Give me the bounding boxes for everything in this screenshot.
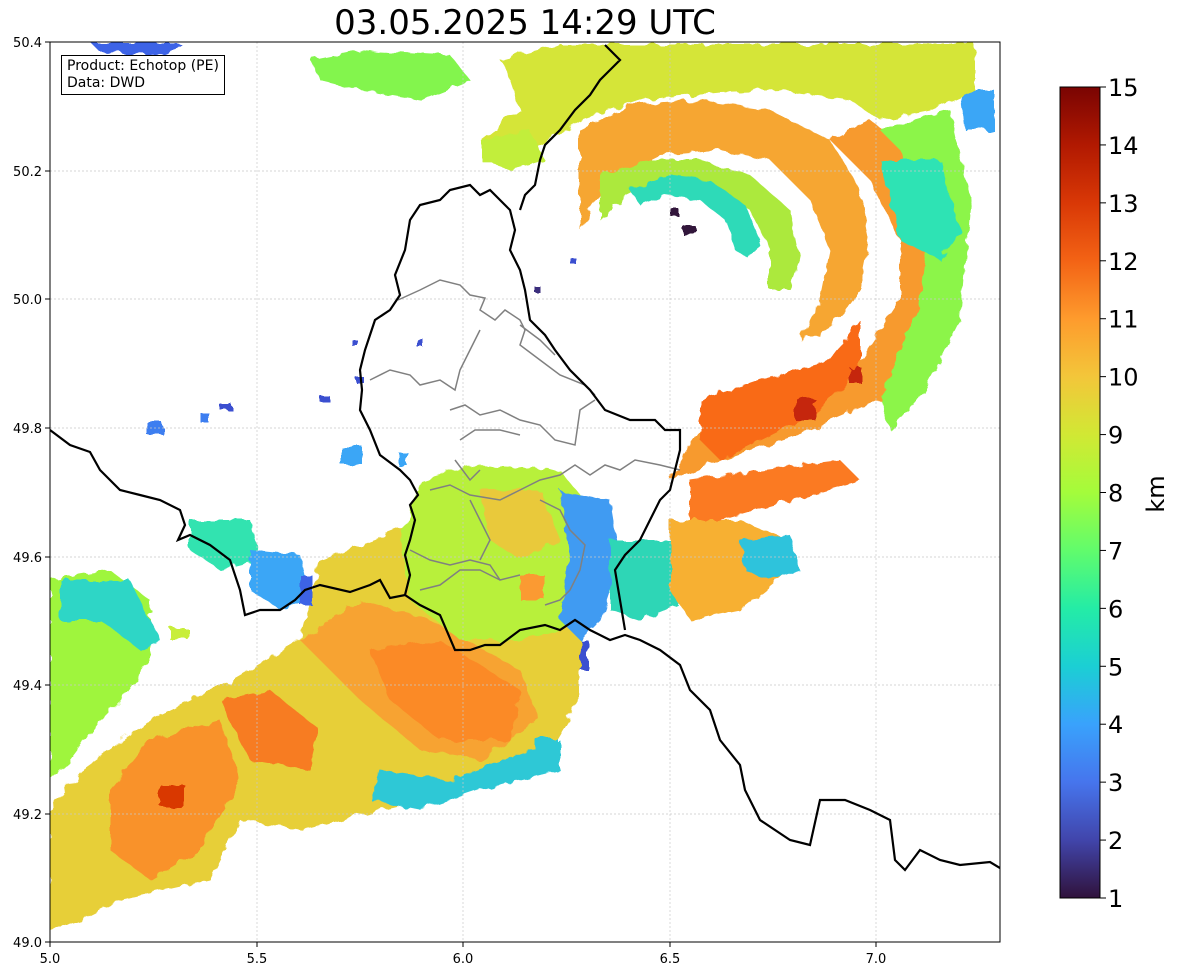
product-label: Product: Echotop (PE) <box>67 58 219 74</box>
colorbar-tick-label: 13 <box>1108 190 1139 218</box>
y-tick-label: 49.8 <box>13 422 42 437</box>
colorbar-tick-label: 7 <box>1108 537 1123 565</box>
axes-frame <box>49 41 1001 943</box>
colorbar-tick-label: 14 <box>1108 132 1139 160</box>
colorbar-tick-label: 8 <box>1108 480 1123 508</box>
internal-region-boundaries <box>369 279 681 606</box>
y-tick-label: 49.4 <box>13 679 42 694</box>
colorbar-tick-label: 6 <box>1108 595 1123 623</box>
y-tick-label: 49.6 <box>13 551 42 566</box>
border-lines <box>50 44 1000 872</box>
y-tick-label: 50.0 <box>13 293 42 308</box>
tick-marks <box>45 41 877 947</box>
colorbar-tick-label: 5 <box>1108 653 1123 681</box>
info-box: Product: Echotop (PE) Data: DWD <box>61 55 225 95</box>
colorbar-tick-label: 15 <box>1108 74 1139 102</box>
x-tick-label: 6.0 <box>453 952 474 967</box>
colorbar-tick-label: 3 <box>1108 769 1123 797</box>
country-border <box>50 44 1000 872</box>
x-tick-label: 5.5 <box>247 952 268 967</box>
colorbar-label: km <box>1142 475 1170 512</box>
echotop-field <box>50 42 1000 942</box>
colorbar-tick-label: 11 <box>1108 306 1139 334</box>
colorbar-tick-label: 10 <box>1108 364 1139 392</box>
y-tick-label: 49.0 <box>13 936 42 951</box>
colorbar-tick-label: 9 <box>1108 422 1123 450</box>
data-source-label: Data: DWD <box>67 75 145 91</box>
colorbar-bar <box>1059 86 1101 899</box>
colorbar-tick-label: 1 <box>1108 885 1123 913</box>
map-title: 03.05.2025 14:29 UTC <box>334 3 716 43</box>
x-tick-label: 6.5 <box>660 952 681 967</box>
colorbar-tick-label: 4 <box>1108 711 1123 739</box>
colorbar-tick-label: 2 <box>1108 827 1123 855</box>
x-tick-label: 7.0 <box>866 952 887 967</box>
y-tick-label: 49.2 <box>13 808 42 823</box>
y-tick-label: 50.4 <box>13 36 42 51</box>
gridlines <box>50 42 1000 942</box>
y-tick-label: 50.2 <box>13 165 42 180</box>
x-tick-label: 5.0 <box>40 952 61 967</box>
colorbar-tick-label: 12 <box>1108 248 1139 276</box>
